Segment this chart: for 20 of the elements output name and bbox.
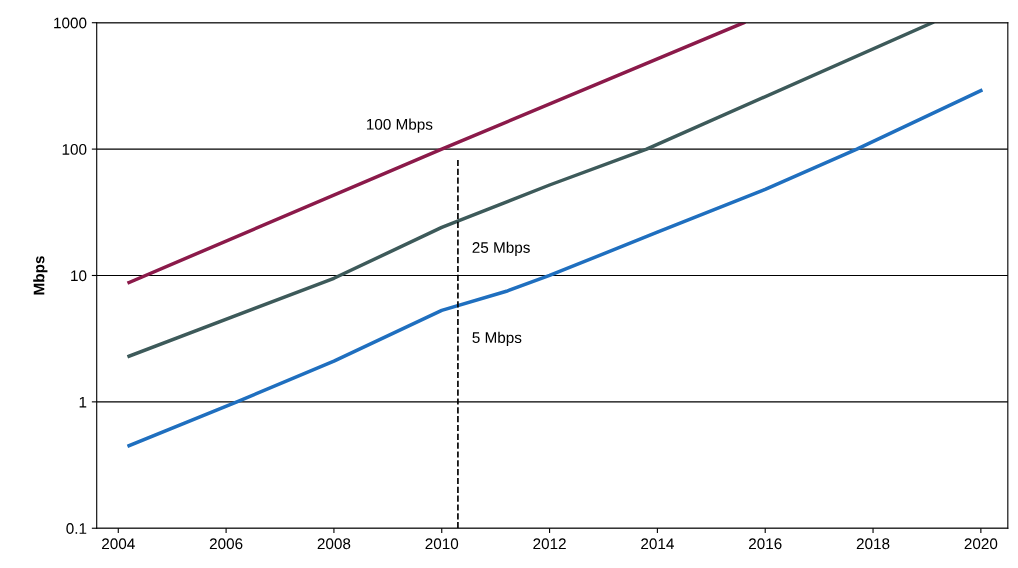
x-tick-label: 2004 (102, 538, 135, 550)
line-series (127, 22, 935, 358)
y-tick-label: 1000 (54, 17, 87, 29)
x-tick-label: 2018 (856, 538, 890, 550)
y-axis-title: Mbps (33, 256, 48, 295)
y-tick-label: 1 (79, 396, 87, 408)
x-tick-label: 2010 (425, 538, 459, 550)
y-tick-label: 100 (62, 143, 87, 155)
x-tick-label: 2014 (641, 538, 674, 550)
y-tick-label: 0.1 (66, 523, 87, 534)
x-tick-label: 2006 (209, 538, 243, 550)
series-label: 5 Mbps (472, 331, 522, 347)
series-label: 100 Mbps (367, 118, 433, 133)
series-label: 25 Mbps (472, 241, 530, 256)
x-tick-label: 2020 (964, 538, 998, 550)
x-tick-label: 2016 (748, 538, 782, 550)
x-tick-label: 2008 (317, 538, 351, 550)
y-tick-label: 10 (71, 270, 87, 282)
x-tick-label: 2012 (533, 538, 566, 550)
line-series (127, 88, 983, 448)
